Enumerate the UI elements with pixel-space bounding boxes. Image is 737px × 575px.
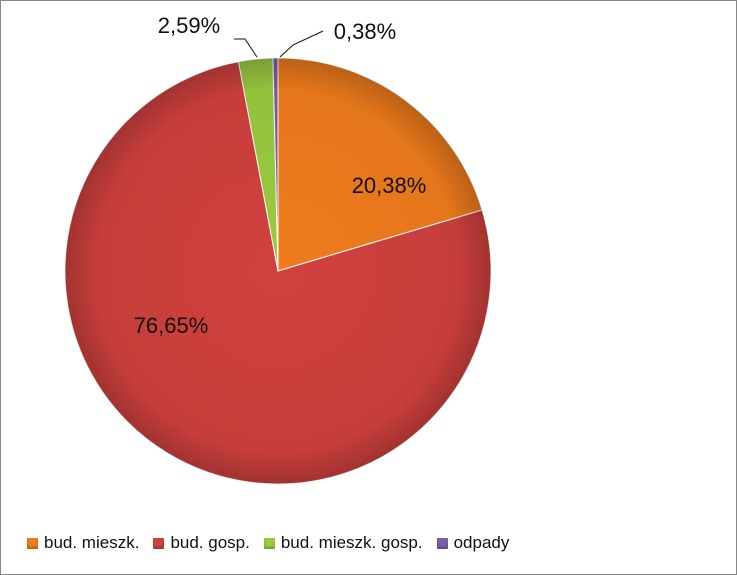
legend-swatch-bud-mieszk-gosp <box>263 537 275 549</box>
legend-label-bud-gosp: bud. gosp. <box>170 533 250 552</box>
legend-item-bud-gosp: bud. gosp. <box>153 533 250 553</box>
legend-label-bud-mieszk: bud. mieszk. <box>44 533 140 552</box>
data-labels: 20,38% 76,65% 2,59% 0,38% <box>134 13 427 338</box>
data-label-odpady: 0,38% <box>334 19 396 44</box>
legend-label-bud-mieszk-gosp: bud. mieszk. gosp. <box>280 533 423 552</box>
legend-swatch-odpady <box>436 537 448 549</box>
legend-swatch-bud-gosp <box>153 537 165 549</box>
data-label-bud-gosp: 76,65% <box>134 313 209 338</box>
legend-item-odpady: odpady <box>436 533 510 553</box>
legend-swatch-bud-mieszk <box>27 537 38 549</box>
legend: bud. mieszk. bud. gosp. bud. mieszk. gos… <box>27 531 523 555</box>
legend-item-bud-mieszk-gosp: bud. mieszk. gosp. <box>263 533 423 553</box>
data-label-bud-mieszk: 20,38% <box>352 173 427 198</box>
pie-shading <box>65 58 491 484</box>
data-label-bud-mieszk-gosp: 2,59% <box>158 13 220 38</box>
legend-item-bud-mieszk: bud. mieszk. <box>27 533 139 553</box>
leader-line-bud-mieszk-gosp <box>234 38 258 58</box>
legend-label-odpady: odpady <box>453 533 510 552</box>
pie-slices <box>64 57 492 485</box>
leader-lines <box>234 30 324 58</box>
leader-line-odpady <box>279 30 324 58</box>
